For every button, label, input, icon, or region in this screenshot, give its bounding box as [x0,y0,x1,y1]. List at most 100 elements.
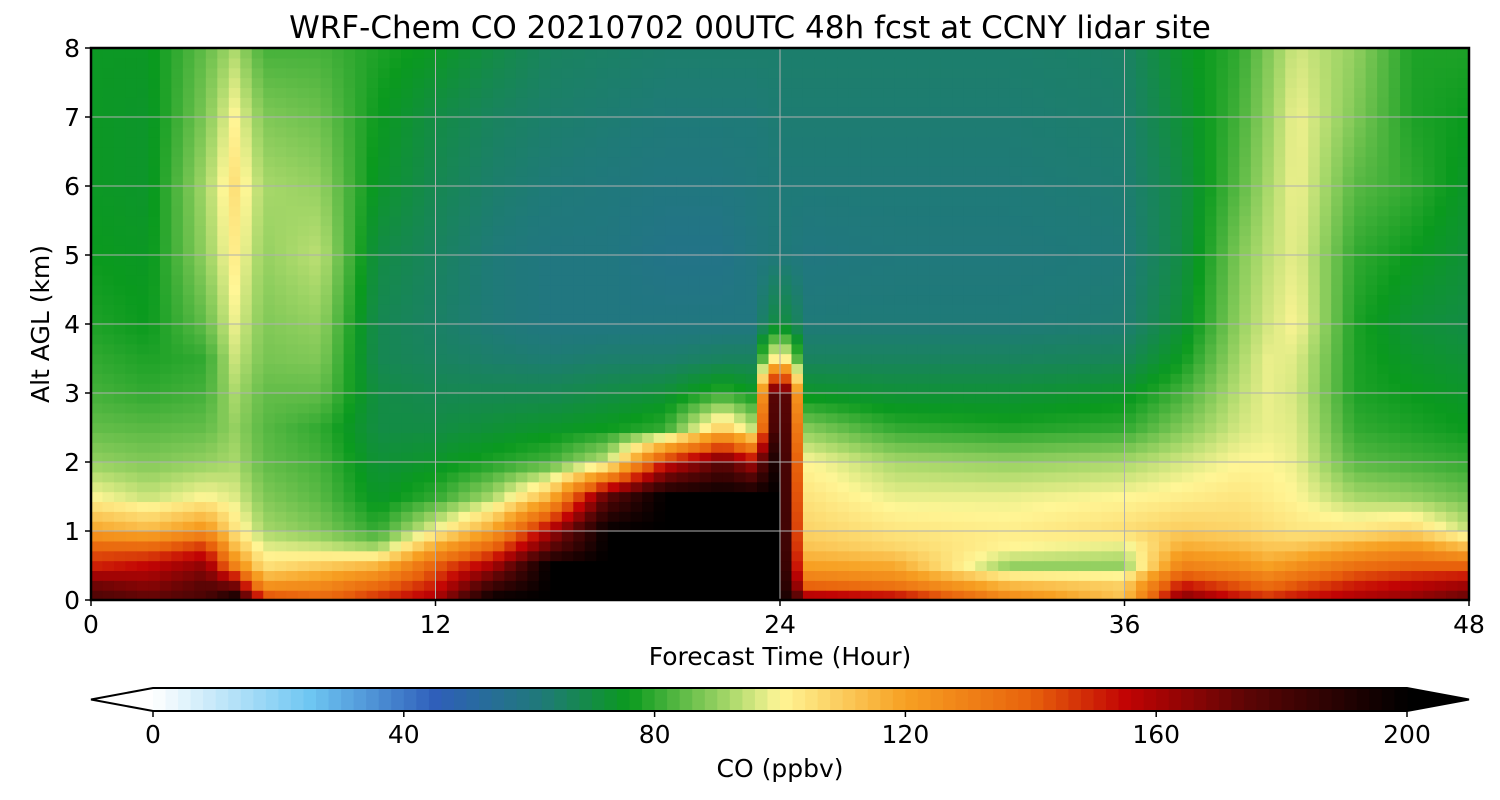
heatmap-cell [791,422,804,434]
heatmap-cell [182,176,195,187]
heatmap-cell [309,255,322,266]
heatmap-cell [573,590,586,601]
heatmap-cell [228,77,241,89]
heatmap-cell [940,117,953,128]
heatmap-cell [780,77,793,89]
heatmap-cell [1032,274,1045,286]
heatmap-cell [814,176,827,187]
heatmap-cell [745,383,758,394]
heatmap-cell [320,294,333,305]
heatmap-cell [573,324,586,335]
heatmap-cell [561,521,574,532]
heatmap-cell [1101,442,1114,453]
heatmap-cell [848,511,861,522]
heatmap-cell [860,225,873,236]
heatmap-cell [550,442,563,453]
heatmap-cell [688,353,701,365]
heatmap-cell [366,48,379,59]
heatmap-cell [274,442,287,453]
heatmap-cell [906,333,919,345]
heatmap-cell [1113,511,1126,522]
heatmap-cell [780,363,793,374]
heatmap-cell [148,304,161,315]
heatmap-cell [757,412,770,424]
heatmap-cell [780,570,793,581]
heatmap-cell [504,481,517,493]
heatmap-cell [102,48,115,59]
heatmap-cell [596,304,609,315]
heatmap-cell [676,156,689,167]
heatmap-cell [102,215,115,227]
heatmap-cell [1078,87,1091,98]
heatmap-cell [102,462,115,473]
heatmap-cell [630,48,643,59]
heatmap-cell [1090,432,1103,443]
heatmap-cell [515,67,528,79]
heatmap-cell [297,57,310,69]
heatmap-cell [780,87,793,98]
heatmap-cell [1078,412,1091,424]
heatmap-cell [596,255,609,266]
heatmap-cell [401,284,414,296]
heatmap-cell [561,324,574,335]
heatmap-cell [492,314,505,325]
heatmap-cell [975,48,988,59]
heatmap-cell [113,215,127,227]
heatmap-cell [745,531,758,542]
heatmap-cell [607,353,620,365]
heatmap-cell [1067,432,1080,443]
heatmap-cell [734,264,747,276]
heatmap-cell [251,343,264,355]
heatmap-cell [814,57,827,69]
heatmap-cell [619,550,632,562]
heatmap-cell [871,570,884,581]
heatmap-cell [424,294,437,305]
heatmap-cell [722,550,735,562]
heatmap-cell [860,432,873,443]
heatmap-cell [883,373,896,384]
heatmap-cell [814,383,827,394]
heatmap-cell [343,333,356,345]
heatmap-cell [1021,195,1034,207]
heatmap-cell [102,107,115,118]
heatmap-cell [745,274,758,286]
heatmap-cell [825,402,839,414]
heatmap-cell [251,136,264,148]
heatmap-cell [263,393,276,404]
heatmap-cell [1032,501,1045,512]
heatmap-cell [653,97,666,108]
heatmap-cell [780,324,793,335]
heatmap-cell [596,97,609,108]
heatmap-cell [286,126,299,138]
heatmap-cell [481,215,494,227]
heatmap-cell [688,481,701,493]
heatmap-cell [917,353,930,365]
heatmap-cell [159,195,172,207]
heatmap-cell [148,442,161,453]
heatmap-cell [745,353,758,365]
heatmap-cell [894,393,907,404]
heatmap-cell [504,491,517,503]
heatmap-cell [424,481,437,493]
heatmap-cell [469,166,483,177]
heatmap-cell [446,343,460,355]
heatmap-cell [837,235,850,246]
heatmap-cell [194,402,207,414]
heatmap-cell [711,87,724,98]
heatmap-cell [355,412,368,424]
heatmap-cell [676,343,689,355]
heatmap-cell [136,393,150,404]
heatmap-cell [1044,166,1057,177]
heatmap-cell [274,402,287,414]
heatmap-cell [240,580,253,591]
heatmap-cell [814,48,827,59]
heatmap-cell [366,195,379,207]
heatmap-cell [883,314,896,325]
heatmap-cell [159,491,172,503]
heatmap-cell [619,521,632,532]
heatmap-cell [240,422,253,434]
heatmap-cell [917,531,930,542]
heatmap-cell [91,107,104,118]
heatmap-cell [757,166,770,177]
heatmap-cell [871,363,884,374]
